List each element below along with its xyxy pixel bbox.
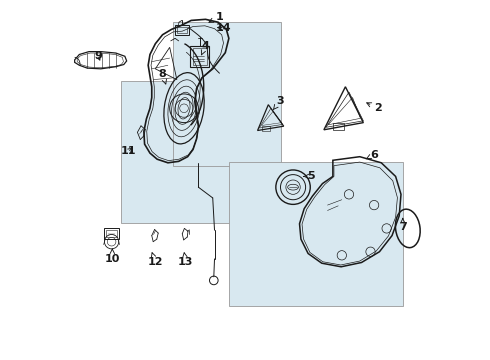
Bar <box>333 123 343 130</box>
Bar <box>175 25 189 35</box>
Text: 12: 12 <box>147 253 163 267</box>
Bar <box>106 230 117 237</box>
Bar <box>122 81 231 223</box>
Text: 8: 8 <box>159 69 167 84</box>
Text: 3: 3 <box>273 96 284 110</box>
Bar <box>177 27 187 33</box>
Text: 7: 7 <box>399 219 407 231</box>
Bar <box>262 126 270 131</box>
Text: 4: 4 <box>201 41 210 55</box>
Text: 14: 14 <box>216 23 231 33</box>
Bar <box>173 22 281 166</box>
Text: 2: 2 <box>367 103 382 113</box>
Text: 11: 11 <box>121 146 136 156</box>
Text: 9: 9 <box>94 51 102 61</box>
Text: 10: 10 <box>105 249 120 264</box>
Text: 5: 5 <box>303 171 315 181</box>
Text: 1: 1 <box>209 12 224 22</box>
Bar <box>229 162 403 306</box>
Text: 13: 13 <box>178 253 194 267</box>
Text: 6: 6 <box>366 150 378 160</box>
Bar <box>104 228 119 239</box>
